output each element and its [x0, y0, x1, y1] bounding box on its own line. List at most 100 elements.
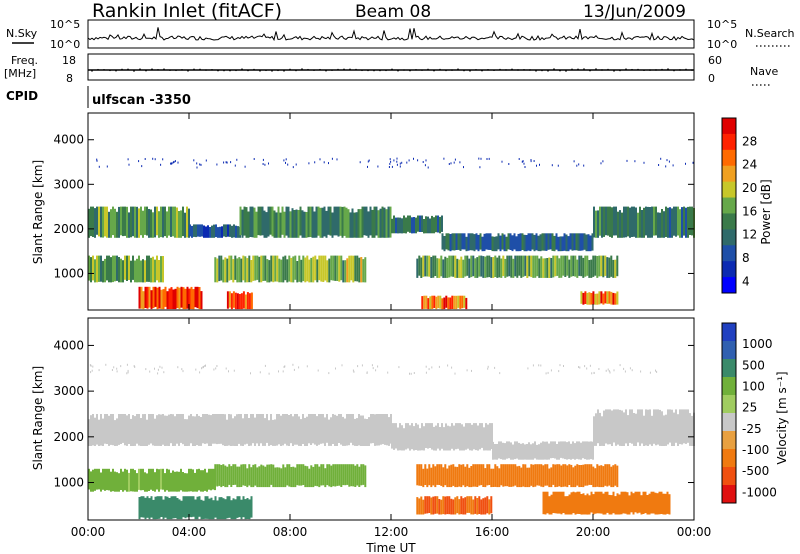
scatter-band-1 [391, 423, 493, 451]
colorbar-swatch [722, 431, 736, 450]
scatter-band-11 [421, 295, 468, 310]
colorbar-swatch [722, 323, 736, 342]
scatter-band-4 [88, 468, 216, 492]
colorbar-swatch [722, 149, 736, 167]
y-tick-label: 2000 [53, 430, 84, 444]
colorbar-swatch [722, 133, 736, 151]
velocity-panel: 4000 3000 2000 1000 Slant Range [km] 1000 50… [31, 317, 789, 521]
colorbar-tick-label: 8 [742, 251, 750, 265]
colorbar-tick-label: -100 [742, 443, 769, 457]
colorbar-swatch [722, 359, 736, 378]
scatter-band-4 [441, 233, 594, 252]
y-tick-label: 4000 [53, 338, 84, 352]
colorbar-swatch [722, 165, 736, 183]
beam-title: Beam 08 [355, 2, 431, 22]
noise-panel: N.Sky 10^5 10^0 10^5 10^0 N.Search [6, 18, 795, 51]
power-heatmap [88, 157, 695, 310]
colorbar-swatch [722, 485, 736, 504]
colorbar-swatch [722, 245, 736, 262]
scatter-band-7 [138, 496, 253, 520]
colorbar-tick-label: 24 [742, 158, 757, 172]
scatter-band-0 [88, 206, 190, 238]
colorbar-tick-label: -500 [742, 464, 769, 478]
scatter-band-7 [214, 255, 367, 283]
nave-label: Nave [750, 65, 778, 78]
y-tick-label: 2000 [53, 222, 84, 236]
y-tick-label: 1000 [53, 266, 84, 280]
x-tick-label: 00:00 [677, 525, 712, 539]
x-axis-label: Time UT [365, 541, 416, 554]
colorbar-tick-label: 20 [742, 181, 757, 195]
y-tick-label: 3000 [53, 177, 84, 191]
scatter-band-8 [416, 496, 493, 515]
noise-trace [87, 27, 695, 42]
colorbar-swatch [722, 261, 736, 278]
colorbar-tick-label: 12 [742, 228, 757, 242]
colorbar-swatch [722, 377, 736, 396]
freq-unit-label: [MHz] [4, 67, 36, 80]
scatter-band-6 [416, 464, 619, 488]
velocity-y-axis: 4000 3000 2000 1000 [53, 338, 694, 490]
n-search-label: N.Search [745, 27, 795, 40]
colorbar-swatch [722, 197, 736, 214]
scatter-band-5 [214, 464, 367, 488]
freq-label: Freq. [11, 54, 38, 67]
time-x-axis: 00:00 04:00 08:00 12:00 16:00 20:00 00:00 [71, 113, 712, 539]
scatter-band-2 [239, 206, 392, 238]
colorbar-swatch [722, 213, 736, 230]
x-tick-label: 12:00 [374, 525, 409, 539]
scatter-band-2 [492, 441, 594, 460]
power-panel: 4000 3000 2000 1000 Slant Range [km] 28 24 20… [31, 112, 773, 311]
colorbar-tick-label: 28 [742, 134, 757, 148]
x-tick-label: 16:00 [475, 525, 510, 539]
velocity-colorbar: 1000 500 100 25 -25 -100 -500 -1000 [721, 322, 777, 504]
nave-trace [91, 68, 693, 72]
scatter-band-0 [88, 414, 392, 446]
power-y-axis: 4000 3000 2000 1000 [53, 133, 694, 280]
date-title: 13/Jun/2009 [583, 2, 686, 22]
cpid-label: CPID [6, 89, 38, 103]
colorbar-tick-label: 16 [742, 204, 757, 218]
y-tick-label: 3000 [53, 384, 84, 398]
freq-tick-top: 18 [62, 54, 76, 67]
scatter-band-9 [542, 491, 671, 515]
scatter-band-1 [189, 224, 241, 238]
scatter-band-8 [416, 255, 619, 278]
noise-right-tick-bottom: 10^0 [707, 38, 737, 51]
scatter-band-10 [226, 291, 253, 310]
colorbar-tick-label: 25 [742, 401, 757, 415]
x-tick-label: 08:00 [273, 525, 308, 539]
station-title: Rankin Inlet (fitACF) [92, 0, 282, 22]
colorbar-tick-label: 1000 [742, 337, 773, 351]
colorbar-tick-label: 500 [742, 358, 765, 372]
y-tick-label: 1000 [53, 476, 84, 490]
power-colorbar: 28 24 20 16 12 8 4 [721, 117, 757, 294]
power-y-label: Slant Range [km] [31, 160, 45, 264]
colorbar-swatch [722, 229, 736, 246]
scatter-band-5 [593, 206, 695, 238]
scatter-band-12 [580, 291, 619, 305]
colorbar-tick-label: -1000 [742, 485, 777, 499]
velocity-colorbar-label: Velocity [m s⁻¹] [775, 371, 789, 464]
nave-tick-top: 60 [708, 54, 722, 67]
colorbar-swatch [722, 181, 736, 199]
scatter-band-6 [88, 255, 164, 283]
x-tick-label: 20:00 [576, 525, 611, 539]
colorbar-tick-label: 4 [742, 274, 750, 288]
velocity-y-label: Slant Range [km] [31, 366, 45, 470]
x-tick-label: 00:00 [71, 525, 106, 539]
colorbar-swatch [722, 277, 736, 294]
n-sky-label: N.Sky [6, 27, 38, 40]
scatter-band-3 [593, 409, 695, 446]
noise-left-tick-bottom: 10^0 [50, 38, 80, 51]
freq-tick-bottom: 8 [66, 72, 73, 85]
colorbar-swatch [722, 118, 736, 135]
scatter-band-9 [138, 286, 203, 310]
noise-right-tick-top: 10^5 [707, 18, 737, 31]
y-tick-label: 4000 [53, 133, 84, 147]
x-tick-label: 04:00 [172, 525, 207, 539]
velocity-heatmap [88, 363, 695, 520]
cpid-value: ulfscan -3350 [92, 93, 191, 108]
frequency-panel: Freq. [MHz] 18 8 60 0 Nave [4, 53, 778, 86]
